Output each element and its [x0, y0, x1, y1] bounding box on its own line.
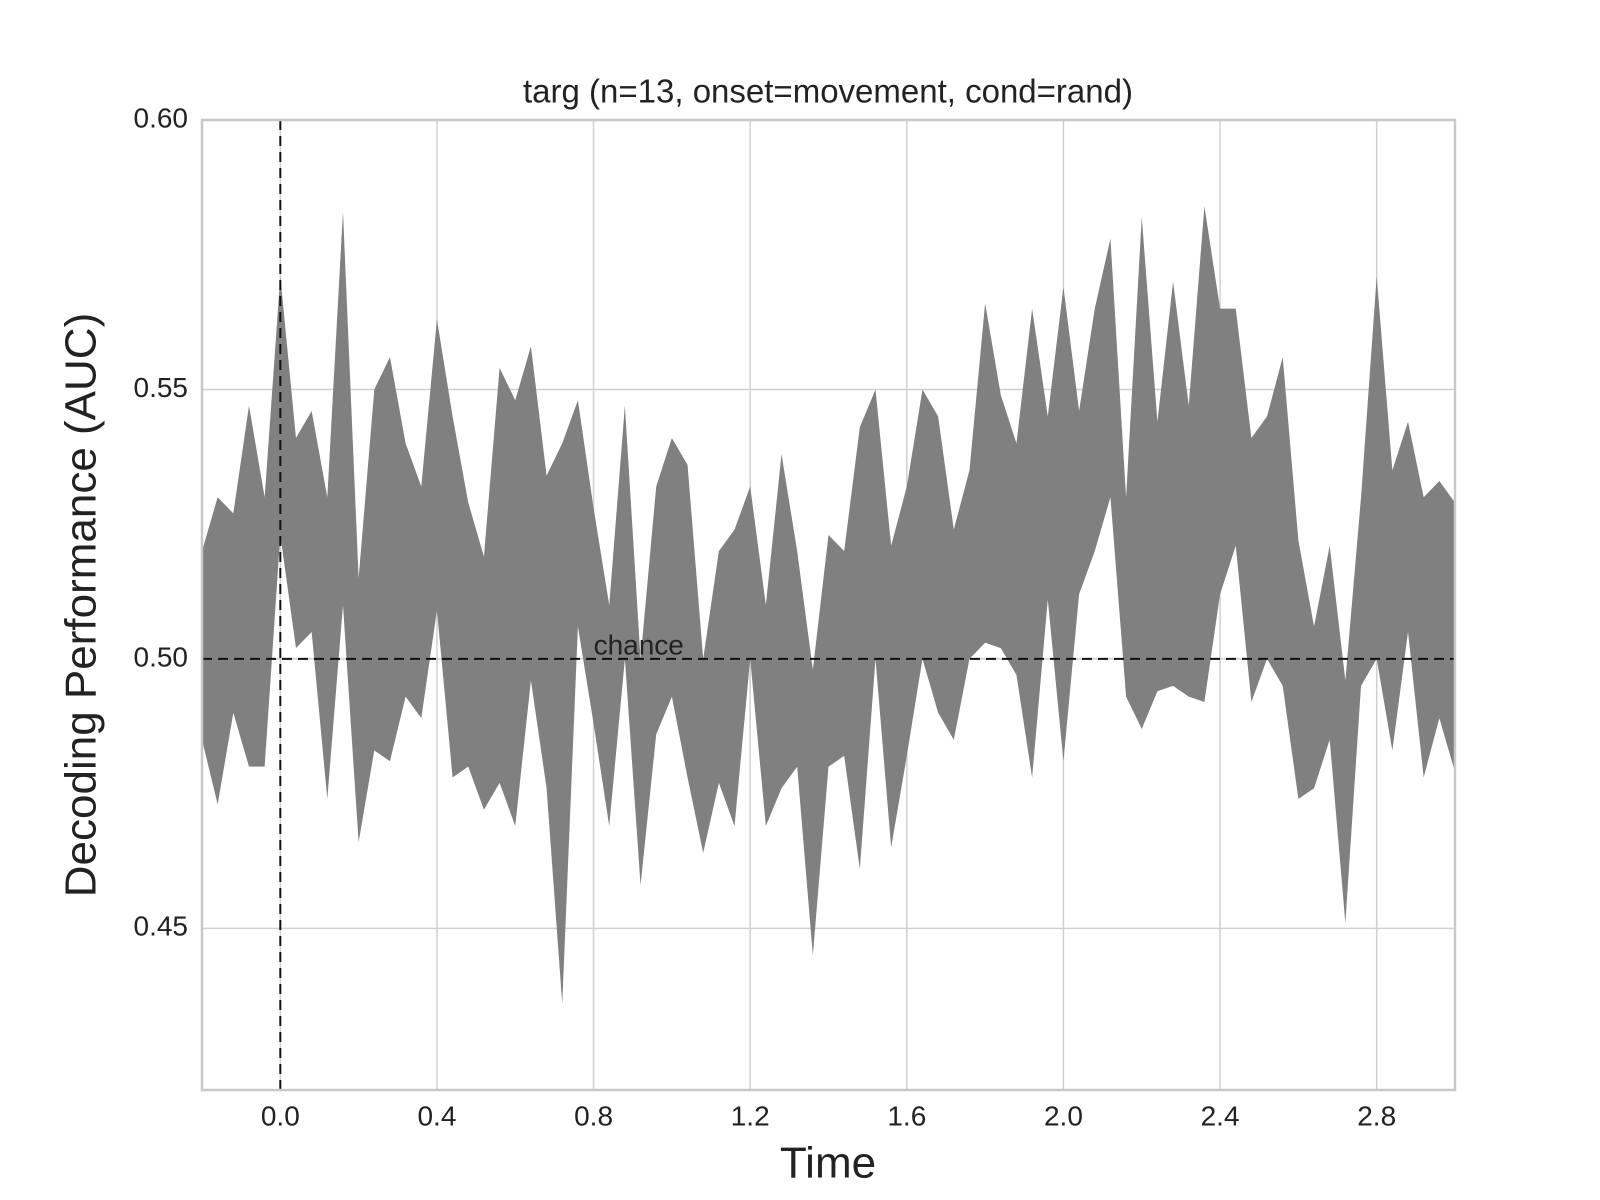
x-tick-label: 1.6	[887, 1100, 926, 1131]
x-tick-label: 2.4	[1201, 1100, 1240, 1131]
plot-frame	[200, 118, 1457, 1092]
x-tick-label: 2.8	[1357, 1100, 1396, 1131]
x-axis-label: Time	[780, 1139, 876, 1188]
x-tick-label: 1.2	[731, 1100, 770, 1131]
x-tick-label: 0.0	[261, 1100, 300, 1131]
y-tick-label: 0.45	[134, 911, 189, 942]
confidence-band	[202, 206, 1455, 1004]
chart-title: targ (n=13, onset=movement, cond=rand)	[523, 73, 1133, 110]
y-axis-label: Decoding Performance (AUC)	[57, 313, 106, 897]
y-tick-label: 0.55	[134, 372, 189, 403]
x-tick-label: 0.4	[417, 1100, 456, 1131]
y-tick-label: 0.50	[134, 641, 189, 672]
y-tick-label: 0.60	[134, 102, 189, 133]
x-tick-label: 0.8	[574, 1100, 613, 1131]
chance-label: chance	[594, 629, 684, 660]
x-tick-label: 2.0	[1044, 1100, 1083, 1131]
